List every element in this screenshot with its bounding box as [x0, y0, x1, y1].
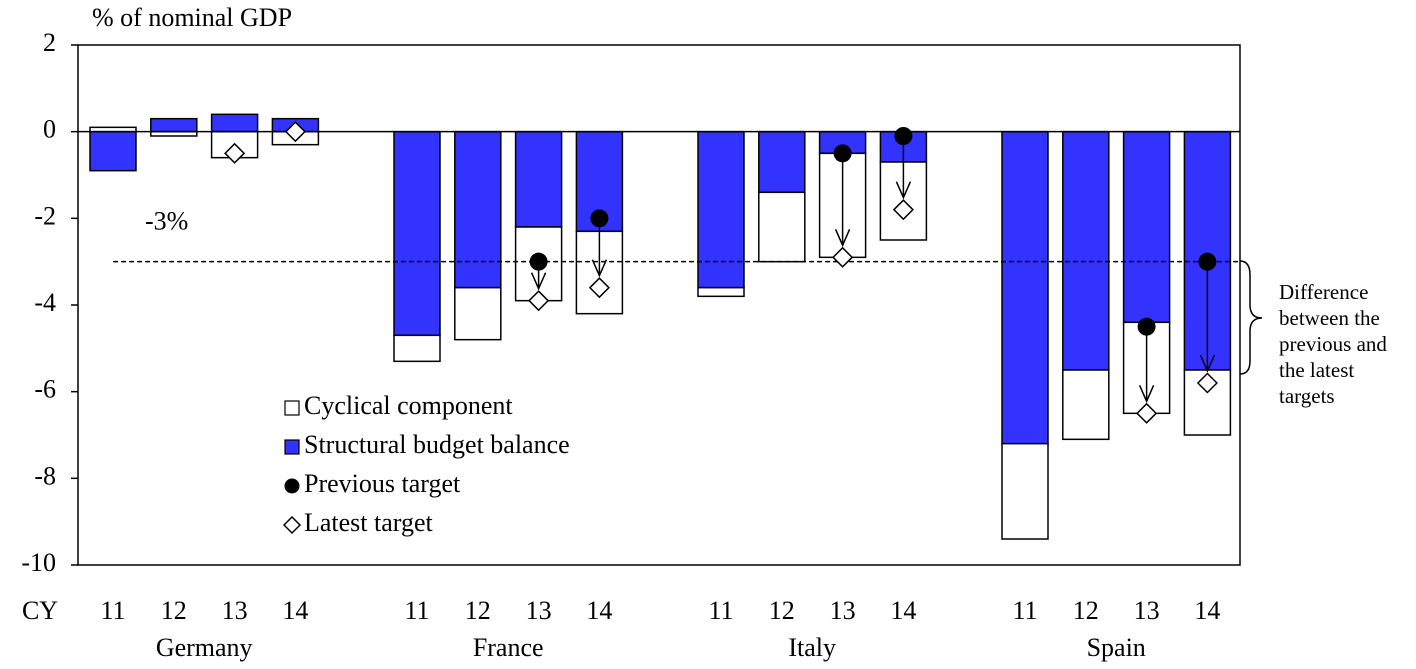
x-tick-label: 13 — [830, 596, 856, 625]
legend-label: Latest target — [304, 508, 434, 537]
legend-marker — [282, 515, 302, 535]
target-arrow — [1138, 326, 1155, 404]
previous-target — [894, 127, 913, 145]
legend-label: Previous target — [304, 469, 461, 498]
bar-segment — [150, 117, 198, 133]
legend-label: Structural budget balance — [304, 430, 570, 459]
legend-label: Cyclical component — [304, 391, 513, 420]
y-tick-label: -6 — [34, 375, 56, 404]
previous-target — [1198, 252, 1217, 271]
group-label: Spain — [1087, 633, 1146, 662]
x-axis-label: CY — [22, 596, 58, 625]
latest-target — [892, 199, 914, 221]
bar-segment — [393, 334, 441, 363]
legend-swatch — [284, 400, 300, 416]
bar-segment — [1001, 442, 1049, 540]
latest-target — [284, 121, 306, 143]
bar-segment — [454, 130, 502, 289]
previous-target — [529, 252, 548, 271]
previous-target — [590, 209, 609, 228]
x-tick-label: 13 — [526, 596, 552, 625]
x-tick-label: 11 — [1012, 596, 1037, 625]
x-tick-label: 12 — [1073, 596, 1099, 625]
x-tick-label: 13 — [222, 596, 248, 625]
bar-segment — [210, 113, 259, 133]
bar-segment — [697, 130, 745, 289]
group-label: Italy — [788, 633, 836, 662]
bar-segment — [1062, 130, 1110, 371]
x-tick-label: 11 — [708, 596, 733, 625]
latest-target — [1136, 402, 1158, 424]
previous-target — [1137, 317, 1156, 336]
latest-target — [832, 246, 854, 268]
legend-swatch — [284, 439, 300, 455]
latest-target — [528, 290, 550, 312]
y-tick-label: -8 — [34, 461, 56, 490]
bar-segment — [1122, 130, 1171, 324]
x-tick-label: 13 — [1134, 596, 1160, 625]
bar-segment — [454, 286, 502, 341]
x-tick-label: 11 — [404, 596, 429, 625]
annotation: Difference between the previous and the … — [1279, 280, 1387, 408]
bar-segment — [393, 130, 441, 337]
y-tick-label: -10 — [21, 548, 56, 577]
target-arrow — [895, 136, 912, 200]
x-tick-label: 11 — [100, 596, 125, 625]
y-tick-label: -4 — [34, 288, 56, 317]
group-label: France — [473, 633, 544, 662]
annotation-brace — [1239, 260, 1263, 375]
bar-segment — [1001, 130, 1049, 445]
latest-target — [588, 277, 610, 299]
bar-segment — [697, 286, 745, 298]
y-tick-label: 2 — [43, 28, 56, 57]
reference-label: -3% — [145, 207, 188, 236]
latest-target — [224, 142, 246, 164]
target-arrow — [1199, 261, 1216, 373]
x-tick-label: 14 — [890, 596, 916, 625]
latest-target — [1196, 372, 1218, 394]
target-arrow — [591, 218, 608, 278]
x-tick-label: 12 — [465, 596, 491, 625]
y-tick-label: 0 — [43, 115, 56, 144]
y-tick-label: -2 — [34, 201, 56, 230]
y-axis-label: % of nominal GDP — [92, 3, 292, 32]
x-tick-label: 14 — [586, 596, 612, 625]
x-tick-label: 14 — [1194, 596, 1220, 625]
x-tick-label: 14 — [282, 596, 308, 625]
bar-segment — [758, 191, 806, 263]
bar-segment — [1062, 369, 1110, 441]
target-arrow — [834, 153, 851, 248]
group-label: Germany — [156, 633, 253, 662]
bar-segment — [89, 130, 137, 172]
x-tick-label: 12 — [769, 596, 795, 625]
bar-segment — [758, 130, 806, 194]
legend-marker — [284, 478, 300, 494]
previous-target — [833, 144, 852, 163]
x-tick-label: 12 — [161, 596, 187, 625]
bar-segment — [514, 130, 563, 228]
